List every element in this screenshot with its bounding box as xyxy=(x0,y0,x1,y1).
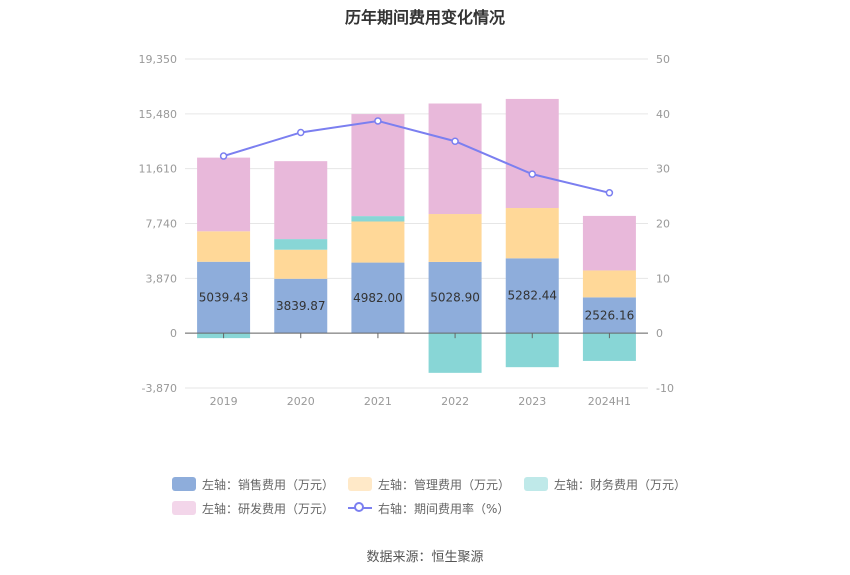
bar-series-0 xyxy=(274,278,328,334)
bar-series-0 xyxy=(197,261,251,334)
left-tick-label: 3,870 xyxy=(146,272,178,285)
axis-layer: 19,350 50 15,480 40 11,610 30 7,740 20 3,870 10 0 0… xyxy=(139,53,674,408)
bar-data-label: 5028.90 xyxy=(430,291,480,305)
legend-label-admin: 左轴：管理费用（万元） xyxy=(378,477,511,492)
legend-swatch-sales xyxy=(172,477,196,491)
bar-series-3 xyxy=(274,161,328,240)
bar-series-1 xyxy=(274,249,328,279)
bar-series-1 xyxy=(351,221,405,263)
bar-series-3 xyxy=(582,215,636,271)
legend-swatch-rate xyxy=(348,501,373,515)
rate-point xyxy=(528,170,536,178)
bar-series-2 xyxy=(428,333,482,373)
bar-series-0 xyxy=(351,262,405,334)
legend-label-rd: 左轴：研发费用（万元） xyxy=(202,501,335,516)
legend-label-rate: 右轴：期间费用率（%） xyxy=(378,501,510,516)
legend-label-finance: 左轴：财务费用（万元） xyxy=(554,477,687,492)
rate-line xyxy=(223,119,610,194)
rate-point xyxy=(451,137,459,145)
x-tick-label: 2023 xyxy=(518,395,546,408)
right-tick-label: 10 xyxy=(656,272,670,285)
rate-point xyxy=(374,117,382,125)
legend: 左轴：销售费用（万元） 左轴：管理费用（万元） 左轴：财务费用（万元） 左轴：研… xyxy=(172,472,732,520)
right-tick-label: 40 xyxy=(656,108,670,121)
bar-data-label: 2526.16 xyxy=(585,308,635,322)
bar-data-label: 3839.87 xyxy=(276,299,326,313)
legend-row-1: 左轴：销售费用（万元） 左轴：管理费用（万元） 左轴：财务费用（万元） xyxy=(172,472,732,496)
legend-row-2: 左轴：研发费用（万元） 右轴：期间费用率（%） xyxy=(172,496,732,520)
bar-series-2 xyxy=(351,216,405,222)
legend-item-finance[interactable]: 左轴：财务费用（万元） xyxy=(524,476,686,493)
bar-data-label: 5039.43 xyxy=(199,290,249,304)
legend-swatch-finance xyxy=(524,477,549,491)
legend-swatch-rd xyxy=(172,501,196,515)
x-tick-label: 2019 xyxy=(210,395,238,408)
x-tick-label: 2024H1 xyxy=(588,395,631,408)
bar-series-1 xyxy=(197,231,251,262)
line-layer xyxy=(219,117,614,197)
bar-series-0 xyxy=(582,297,636,334)
bar-series-0 xyxy=(428,261,482,334)
legend-label-sales: 左轴：销售费用（万元） xyxy=(202,477,335,492)
left-tick-label: 0 xyxy=(170,327,177,340)
right-tick-label: -10 xyxy=(656,382,674,395)
left-tick-label: 15,480 xyxy=(139,108,178,121)
bar-data-label: 5282.44 xyxy=(507,289,557,303)
left-tick-label: 7,740 xyxy=(146,218,178,231)
bar-series-1 xyxy=(505,208,559,259)
bar-series-3 xyxy=(428,103,482,215)
right-tick-label: 20 xyxy=(656,218,670,231)
bar-data-label: 4982.00 xyxy=(353,291,403,305)
left-tick-label: 11,610 xyxy=(139,163,178,176)
bar-series-1 xyxy=(428,214,482,262)
left-tick-label: -3,870 xyxy=(142,382,177,395)
rate-point xyxy=(297,128,305,137)
bar-series-3 xyxy=(351,114,405,217)
rate-point xyxy=(605,189,614,197)
x-tick-label: 2020 xyxy=(287,395,315,408)
legend-item-rd[interactable]: 左轴：研发费用（万元） xyxy=(172,500,334,517)
bar-series-1 xyxy=(582,270,636,298)
legend-item-rate[interactable]: 右轴：期间费用率（%） xyxy=(348,500,509,517)
legend-swatch-admin xyxy=(348,477,373,491)
left-tick-label: 19,350 xyxy=(139,53,178,66)
legend-item-sales[interactable]: 左轴：销售费用（万元） xyxy=(172,476,334,493)
grid-layer xyxy=(185,58,648,389)
bar-series-3 xyxy=(197,157,251,232)
data-source: 数据来源：恒生聚源 xyxy=(366,550,484,565)
bar-series-0 xyxy=(505,258,559,334)
x-tick-label: 2022 xyxy=(441,395,469,408)
bar-series-2 xyxy=(274,239,328,250)
bar-series-3 xyxy=(505,98,559,209)
right-tick-label: 50 xyxy=(656,53,670,66)
chart-title: 历年期间费用变化情况 xyxy=(344,8,505,27)
legend-item-admin[interactable]: 左轴：管理费用（万元） xyxy=(348,476,510,493)
x-tick-label: 2021 xyxy=(364,395,392,408)
bar-series-2 xyxy=(505,333,559,368)
right-tick-label: 30 xyxy=(656,163,670,176)
bars-layer: 5039.43 3839.87 4982.00 5028.90 5282.44 2526.… xyxy=(197,98,636,373)
right-tick-label: 0 xyxy=(656,327,663,340)
rate-point xyxy=(219,152,228,160)
